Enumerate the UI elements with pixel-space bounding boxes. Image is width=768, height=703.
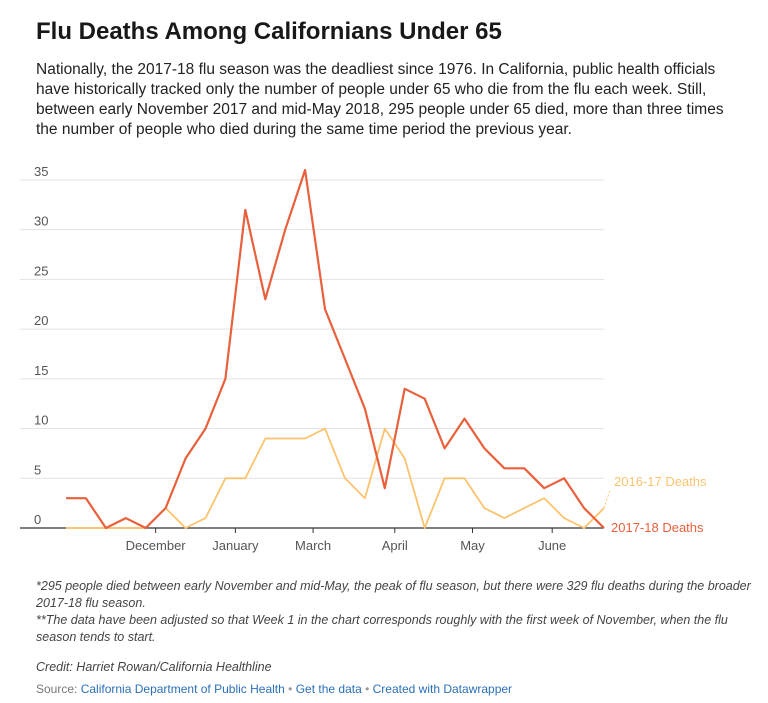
grid-lines — [20, 179, 604, 529]
series-label-connector — [603, 490, 611, 509]
y-tick-label: 35 — [34, 164, 48, 179]
x-tick-label: April — [382, 538, 408, 553]
x-tick-label: December — [126, 538, 187, 553]
x-tick-label: June — [538, 538, 566, 553]
y-tick-label: 5 — [34, 462, 41, 477]
x-tick-label: May — [460, 538, 485, 553]
source-label: Source: — [36, 682, 78, 696]
y-tick-label: 15 — [34, 363, 48, 378]
x-tick-label: January — [212, 538, 259, 553]
series-labels: 2017-18 Deaths 2016-17 Deaths — [603, 474, 707, 535]
y-tick-label: 0 — [34, 512, 41, 527]
chart-description: Nationally, the 2017-18 flu season was t… — [36, 61, 724, 138]
credit-line: Credit: Harriet Rowan/California Healthl… — [36, 660, 272, 674]
x-tick-label: March — [295, 538, 331, 553]
series-label-2017-18: 2017-18 Deaths — [611, 520, 704, 535]
series-label-2016-17: 2016-17 Deaths — [614, 474, 707, 489]
series-lines — [66, 168, 605, 530]
y-tick-label: 10 — [34, 413, 48, 428]
footnotes: *295 people died between early November … — [36, 578, 756, 646]
source-line: Source: California Department of Public … — [36, 682, 512, 696]
y-tick-label: 30 — [34, 214, 48, 229]
series-2017-18-line — [66, 168, 605, 530]
line-chart: 0 5 10 15 20 25 30 35 December January March April… — [20, 164, 707, 553]
footnote-1: *295 people died between early November … — [36, 579, 751, 610]
footnote-2: **The data have been adjusted so that We… — [36, 613, 728, 644]
separator-dot: • — [288, 682, 293, 696]
y-tick-label: 20 — [34, 313, 48, 328]
x-axis-ticks: December January March April May June — [126, 528, 566, 553]
y-tick-label: 25 — [34, 263, 48, 278]
datawrapper-link[interactable]: Created with Datawrapper — [372, 682, 513, 696]
y-axis-ticks: 0 5 10 15 20 25 30 35 — [34, 164, 48, 527]
source-cdph-link[interactable]: California Department of Public Health — [80, 682, 285, 696]
chart-title: Flu Deaths Among Californians Under 65 — [36, 18, 502, 45]
get-data-link[interactable]: Get the data — [295, 682, 362, 696]
separator-dot: • — [365, 682, 370, 696]
